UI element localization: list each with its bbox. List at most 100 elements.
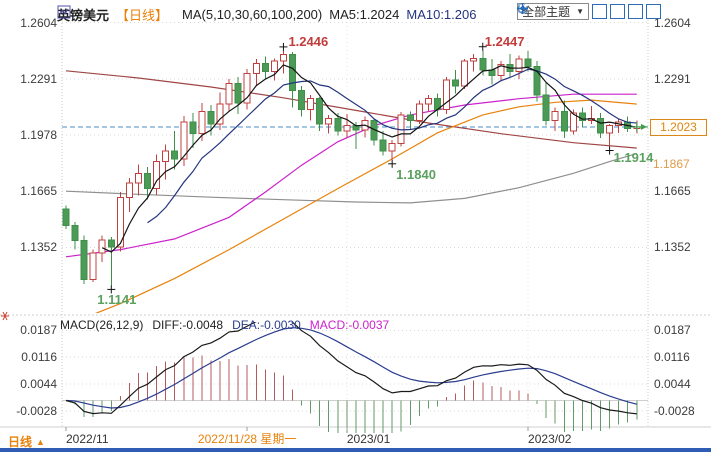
theme-dropdown[interactable]: 全部主题 ▼ (517, 3, 589, 20)
candle (379, 131, 387, 156)
y-axis-label: 1.2291 (20, 71, 57, 86)
last-close-marker (631, 121, 642, 132)
period-tag: 【日线】 (116, 8, 169, 23)
x-axis-label: 2022/11/28 星期一 (197, 432, 297, 446)
candle (470, 53, 478, 72)
candle (606, 123, 614, 147)
axis-play-button[interactable] (518, 4, 643, 19)
candle (243, 69, 251, 110)
ma-settings-label: MA(5,10,30,60,100,200) (182, 7, 323, 22)
extreme-marker (605, 146, 614, 155)
candle (533, 60, 541, 102)
macd-macd-value: MACD:-0.0037 (309, 318, 390, 332)
candle (180, 115, 188, 167)
candle (289, 51, 296, 108)
theme-dropdown-label: 全部主题 (522, 5, 571, 19)
y-axis-label: -0.0028 (16, 404, 57, 418)
ma-line-ma100 (65, 70, 637, 149)
ma5-value-label: MA5:1.2024 (329, 7, 400, 22)
candle (515, 55, 523, 79)
timeframe-selector[interactable]: 日线 ▲ (8, 433, 45, 450)
candle (560, 100, 568, 139)
ma-line-ma5 (101, 64, 637, 253)
macd-diff-value: DIFF:-0.0048 (152, 318, 224, 332)
ma-line-ma60 (65, 93, 637, 258)
price-arrow-icon (641, 123, 647, 130)
y-axis-label: 1.1665 (20, 184, 57, 199)
candle (443, 77, 451, 114)
pan-button[interactable] (517, 3, 607, 19)
candle (615, 118, 623, 133)
y-axis-label: 0.0044 (654, 377, 691, 391)
candles-layer (62, 50, 641, 286)
x-axis-label: 2023/01 (346, 432, 391, 446)
candle (62, 205, 70, 229)
candle (261, 56, 269, 79)
candle (361, 116, 369, 138)
low-price-annotation: 1.1141 (97, 292, 137, 308)
candle (207, 104, 215, 136)
candle (216, 92, 224, 131)
candle (433, 93, 441, 117)
last-price-box: 1.2023 (650, 118, 707, 136)
pane-splitter-icon[interactable] (1, 311, 9, 321)
candle (234, 77, 242, 114)
candle (388, 140, 396, 160)
candle (370, 118, 378, 146)
candle (569, 109, 577, 135)
header-controls: 全部主题 ▼ (517, 3, 661, 20)
candle (334, 113, 342, 136)
candle (98, 235, 106, 263)
candle (542, 82, 550, 126)
candle (488, 59, 496, 85)
support-price-label: 1.1867 (653, 156, 690, 171)
candle (506, 53, 514, 78)
candle (587, 105, 595, 124)
y-axis-label: -0.0028 (654, 404, 695, 418)
candle (225, 78, 233, 113)
y-axis-label: 1.2291 (654, 71, 691, 86)
timeframe-label: 日线 (8, 435, 33, 449)
low-price-annotation: 1.1914 (613, 149, 654, 165)
ma-overlays (65, 70, 637, 313)
candle (116, 192, 124, 252)
low-price-annotation: 1.1840 (396, 166, 436, 182)
axis-scale-button[interactable] (518, 4, 625, 19)
candle (343, 113, 351, 139)
candle (578, 107, 586, 128)
candle (406, 111, 414, 130)
diff-line (65, 322, 637, 415)
candle (325, 114, 333, 134)
candle (624, 116, 632, 132)
y-axis-label: 0.0187 (654, 323, 691, 338)
y-axis-label: 1.1352 (654, 240, 691, 255)
candle (307, 95, 315, 121)
x-axis-label: 2023/02 (528, 432, 572, 446)
extreme-marker (107, 285, 116, 294)
candle (551, 107, 559, 132)
y-axis-label: 0.0116 (654, 350, 690, 364)
candle (252, 59, 260, 87)
macd-histogram (74, 355, 638, 433)
candle (424, 95, 432, 112)
candle (153, 154, 161, 195)
candle (352, 122, 360, 150)
y-axis-label: 1.1352 (20, 240, 57, 255)
shift-right-button[interactable] (518, 4, 661, 19)
y-axis-label: 0.0044 (20, 377, 57, 391)
y-axis-label: 0.0187 (20, 323, 57, 338)
shift-right-icon (518, 4, 527, 13)
y-axis-label: 1.2604 (654, 15, 691, 30)
ma-line-ma200 (65, 152, 637, 204)
high-price-annotation: 1.2446 (288, 33, 329, 49)
candle (415, 100, 423, 124)
macd-title: MACD(26,12,9) (60, 318, 144, 332)
x-axis-label: 2022/11 (66, 432, 109, 446)
extreme-marker (279, 42, 288, 51)
ma-line-ma30 (94, 99, 637, 313)
y-axis-label: 1.2604 (20, 15, 57, 30)
y-axis-label: 1.1665 (654, 184, 691, 199)
high-price-annotation: 1.2447 (484, 33, 525, 49)
